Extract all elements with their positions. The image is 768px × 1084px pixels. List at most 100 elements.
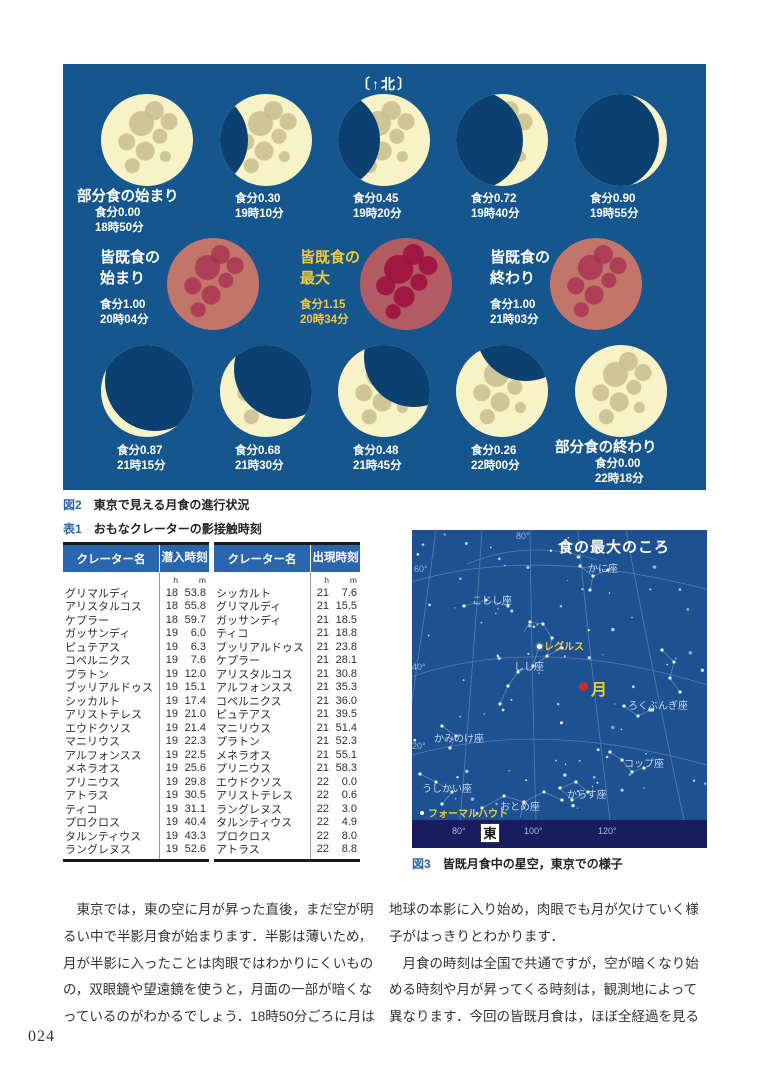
table1-title: 表1 おもなクレーターの影接触時刻 <box>63 520 262 537</box>
chart-label: 80° <box>516 531 530 541</box>
table-row: マニリウス 21 51.4 <box>216 721 357 735</box>
table-row: マニリウス 19 22.3 <box>65 735 206 749</box>
body-text-left-column: 東京では，東の空に月が昇った直後，まだ空が明 るい中で半影月食が始まります．半影は… <box>63 897 381 1031</box>
moon-totality-end <box>550 238 642 330</box>
body-text-line: 子がはっきりとわかります． <box>389 928 564 944</box>
table-row: シッカルト 19 17.4 <box>65 694 206 708</box>
totality-end-label: 皆既食の 終わり 食分1.00 21時03分 <box>490 249 551 326</box>
altazimuth-grid <box>412 530 707 820</box>
table-row: ブッリアルドゥス 21 23.8 <box>216 640 357 654</box>
table-row: ティコ 19 31.1 <box>65 802 206 816</box>
table-row: ケプラー 21 28.1 <box>216 654 357 668</box>
moon-phase-072 <box>456 94 548 186</box>
column-header-immersion: 潜入時刻 <box>159 545 209 572</box>
column-header-crater: クレーター名 <box>227 553 297 566</box>
table-row: アトラス 19 30.5 <box>65 789 206 803</box>
chart-label: かに座 <box>588 564 618 575</box>
moon-phase-068 <box>220 345 312 437</box>
table-row: アルフォンスス 19 22.5 <box>65 748 206 762</box>
azimuth-label: 100° <box>524 826 543 836</box>
moon-phase-end-full <box>575 345 667 437</box>
regulus-star <box>537 644 542 649</box>
chart-label: 月 <box>591 682 608 699</box>
phase-label: 食分0.30 19時10分 <box>235 193 284 220</box>
table-row: グリマルディ 21 15.5 <box>216 600 357 614</box>
table-row: ガッサンディ 19 6.0 <box>65 627 206 641</box>
totality-start-label: 皆既食の 始まり 食分1.00 20時04分 <box>100 249 161 326</box>
moon-phase-087 <box>101 345 193 437</box>
table-row: コペルニクス 19 7.6 <box>65 654 206 668</box>
moon-phase-045 <box>338 94 430 186</box>
body-text-line: っているのがわかるでしょう．18時50分ごろに月は <box>63 1009 375 1025</box>
column-header-crater: クレーター名 <box>76 553 146 566</box>
chart-label: 20° <box>412 741 426 751</box>
chart-label: コップ座 <box>624 759 664 770</box>
star-field <box>413 533 707 815</box>
table-row: プラトン 21 52.3 <box>216 735 357 749</box>
phase-label: 部分食の始まり 食分0.00 18時50分 <box>77 189 179 234</box>
chart-title: 食の最大のころ <box>558 539 671 556</box>
azimuth-label: 80° <box>452 826 466 836</box>
figure2-caption-label: 図2 <box>63 498 82 512</box>
page-number: 024 <box>28 1028 55 1045</box>
body-text-line: 月食の時刻は全国で共通ですが，空が暗くなり始 <box>389 955 699 971</box>
phase-label: 食分0.87 21時15分 <box>117 445 166 472</box>
table-row: プリニウス 19 29.8 <box>65 775 206 789</box>
chart-label: ろくぶんぎ座 <box>628 701 688 712</box>
body-text-line: 月が半影に入ったことは肉眼ではわかりにくいもの <box>63 955 374 971</box>
table-row: ピュテアス 19 6.3 <box>65 640 206 654</box>
table-row: ラングレヌス 22 3.0 <box>216 802 357 816</box>
figure3-star-chart: 食の最大のころ かに座 80° 60° こじし座 レグルス しし座 40° 月ろくぶんぎ座 かみの… <box>412 530 707 848</box>
earth-shadow <box>476 345 548 381</box>
chart-label: 60° <box>414 564 428 574</box>
phase-label: 食分0.68 21時30分 <box>235 445 284 472</box>
phase-label: 食分0.90 19時55分 <box>590 193 639 220</box>
body-text-line: るい中で半影月食が始まります．半影は薄いため， <box>63 928 373 944</box>
figure2-caption: 図2 東京で見える月食の進行状況 <box>63 496 249 513</box>
moon-totality-start <box>167 238 259 330</box>
earth-shadow <box>338 94 380 186</box>
table-row: アトラス 22 8.8 <box>216 843 357 857</box>
phase-label: 部分食の終わり 食分0.00 22時18分 <box>555 440 657 485</box>
table-row: タルンティウス 19 43.3 <box>65 829 206 843</box>
figure3-caption: 図3 皆既月食中の星空，東京での様子 <box>412 855 623 872</box>
table-row: メネラオス 21 55.1 <box>216 748 357 762</box>
east-direction-box: 東 <box>480 823 500 843</box>
table-row: エウドクソス 19 21.4 <box>65 721 206 735</box>
earth-shadow <box>105 345 193 431</box>
moon-phase-full <box>101 94 193 186</box>
azimuth-label: 120° <box>598 826 617 836</box>
chart-label: こじし座 <box>472 596 512 607</box>
table-row: ケプラー 18 59.7 <box>65 613 206 627</box>
chart-label: かみのけ座 <box>434 734 484 745</box>
body-text-right-column: 地球の本影に入り始め，肉眼でも月が欠けていく様 子がはっきりとわかります． 月食の… <box>389 897 709 1031</box>
table1-label: 表1 <box>63 522 82 536</box>
phase-label: 食分0.48 21時45分 <box>353 445 402 472</box>
table-row: シッカルト 21 7.6 <box>216 586 357 600</box>
figure3-caption-text: 皆既月食中の星空，東京での様子 <box>442 857 623 871</box>
table-row: プロクロス 22 8.0 <box>216 829 357 843</box>
totality-max-label: 皆既食の 最大 食分1.15 20時34分 <box>300 249 361 326</box>
body-text-line: 異なります．今回の皆既月食は，ほぼ全経過を見る <box>389 1009 699 1025</box>
table-row: コペルニクス 21 36.0 <box>216 694 357 708</box>
figure3-caption-label: 図3 <box>412 857 431 871</box>
body-text-line: 地球の本影に入り始め，肉眼でも月が欠けていく様 <box>389 902 699 917</box>
chart-label: フォーマルハウト <box>428 809 508 820</box>
chart-label: レグルス <box>544 642 584 653</box>
horizon-band: 80° 100° 120° 東 <box>412 820 707 848</box>
table-row: プロクロス 19 40.4 <box>65 816 206 830</box>
table-row: アリスタルコス 21 30.8 <box>216 667 357 681</box>
eclipsed-moon-dot <box>579 682 588 691</box>
table1-title-text: おもなクレーターの影接触時刻 <box>93 522 262 536</box>
table-row: タルンティウス 22 4.9 <box>216 816 357 830</box>
phase-label: 食分0.26 22時00分 <box>471 445 520 472</box>
phase-label: 食分0.45 19時20分 <box>353 193 402 220</box>
table-row: グリマルディ 18 53.8 <box>65 586 206 600</box>
chart-label: うしかい座 <box>422 784 472 795</box>
moon-phase-048 <box>338 345 430 437</box>
